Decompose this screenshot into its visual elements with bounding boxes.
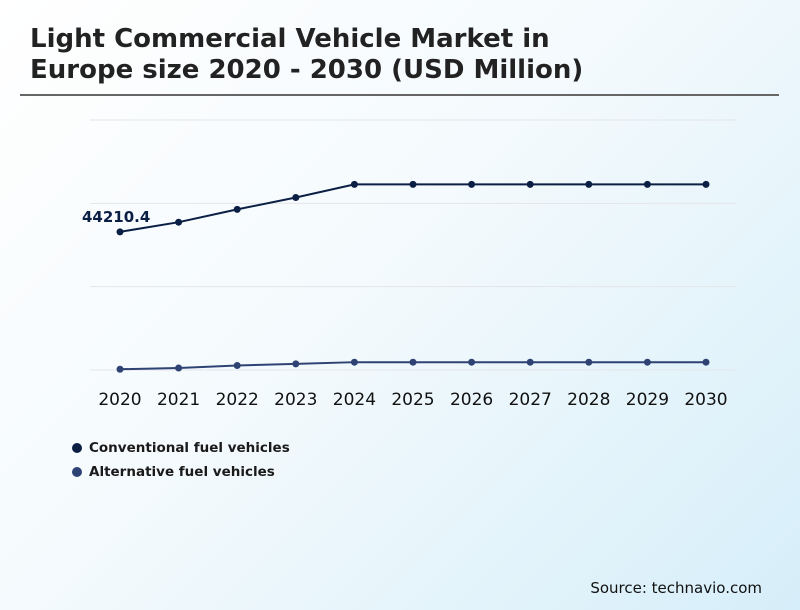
series-1-point <box>585 180 593 188</box>
series-2-point <box>526 358 534 366</box>
series-2-point <box>409 358 417 366</box>
x-tick-label: 2024 <box>333 390 376 410</box>
legend-marker <box>72 467 82 477</box>
series-2-point <box>116 365 124 373</box>
x-tick-label: 2027 <box>509 390 552 410</box>
series-2-point <box>175 364 183 372</box>
legend-marker <box>72 443 82 453</box>
legend-label: Conventional fuel vehicles <box>89 440 290 456</box>
series-1-point <box>702 180 710 188</box>
series-1-point <box>175 218 183 226</box>
chart-legend: Conventional fuel vehicles Alternative fu… <box>72 436 290 484</box>
series-2-point <box>350 358 358 366</box>
series-1-point <box>643 180 651 188</box>
legend-item: Conventional fuel vehicles <box>72 436 290 460</box>
series-2-point <box>292 360 300 368</box>
series-1-point <box>233 205 241 213</box>
x-tick-label: 2022 <box>216 390 259 410</box>
series-2-point <box>468 358 476 366</box>
source-note: Source: technavio.com <box>590 579 762 597</box>
chart-title: Light Commercial Vehicle Market in Europ… <box>30 24 730 86</box>
series-2-point <box>702 358 710 366</box>
x-tick-label: 2029 <box>626 390 669 410</box>
x-tick-label: 2030 <box>684 390 727 410</box>
x-tick-label: 2026 <box>450 390 493 410</box>
chart-title-line-2: Europe size 2020 - 2030 (USD Million) <box>30 55 584 85</box>
series-1-point <box>292 194 300 201</box>
series-1-point <box>350 180 358 188</box>
series-1-point <box>409 180 417 188</box>
legend-label: Alternative fuel vehicles <box>89 464 275 480</box>
series-2-point <box>643 358 651 366</box>
x-tick-label: 2021 <box>157 390 200 410</box>
series-1-point <box>116 228 124 236</box>
title-divider <box>20 94 779 96</box>
x-tick-label: 2028 <box>567 390 610 410</box>
series-line-1 <box>119 183 706 233</box>
series-2-point <box>585 358 593 366</box>
series-1-point <box>526 180 534 188</box>
series-2-point <box>233 361 241 369</box>
chart-title-line-1: Light Commercial Vehicle Market in <box>30 24 550 54</box>
data-label: 44210.4 <box>82 208 150 226</box>
legend-item: Alternative fuel vehicles <box>72 460 290 484</box>
series-1-point <box>468 180 476 188</box>
x-tick-label: 2020 <box>98 390 141 410</box>
x-tick-label: 2023 <box>274 390 317 410</box>
x-tick-label: 2025 <box>391 390 434 410</box>
